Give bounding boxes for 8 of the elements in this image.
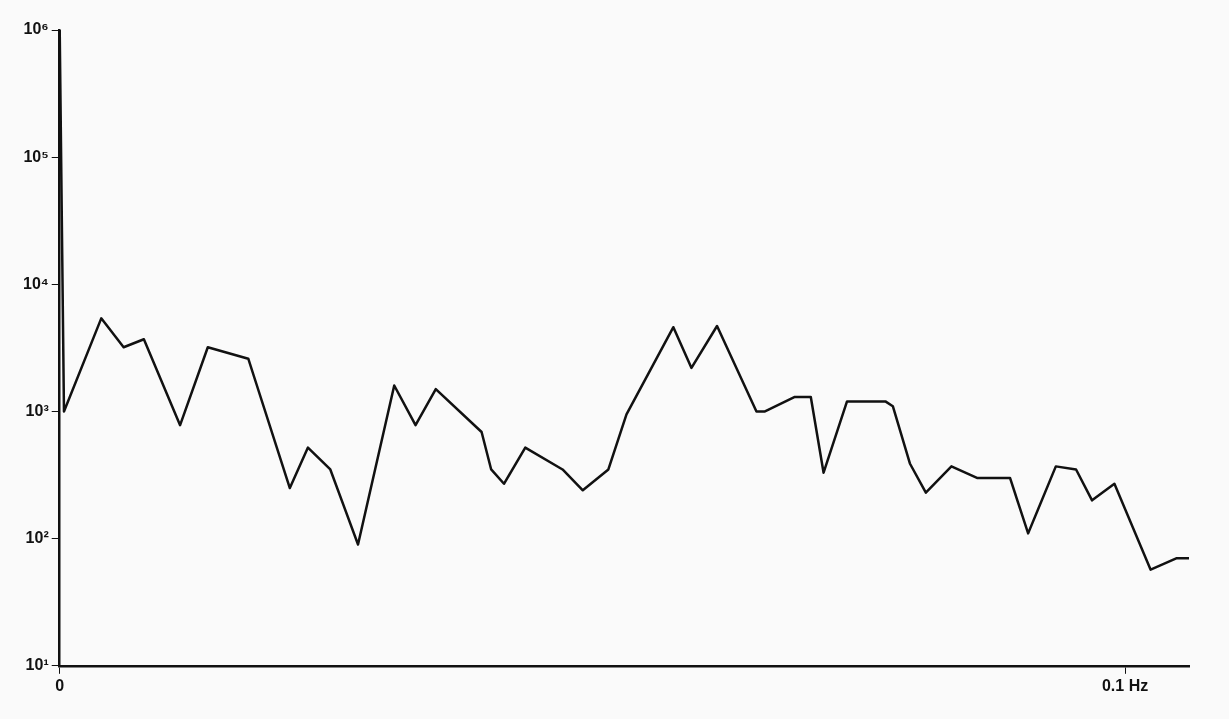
y-tick-label: 10² bbox=[25, 529, 49, 547]
x-tick-label: 0.1 Hz bbox=[1101, 676, 1149, 694]
y-tick-label: 10³ bbox=[25, 401, 49, 419]
y-tick-label: 10⁶ bbox=[23, 20, 49, 38]
y-tick-label: 10¹ bbox=[25, 656, 49, 674]
y-tick-label: 10⁵ bbox=[23, 147, 49, 165]
x-tick-label: 0 bbox=[55, 676, 65, 694]
y-tick-label: 10⁴ bbox=[22, 274, 49, 292]
